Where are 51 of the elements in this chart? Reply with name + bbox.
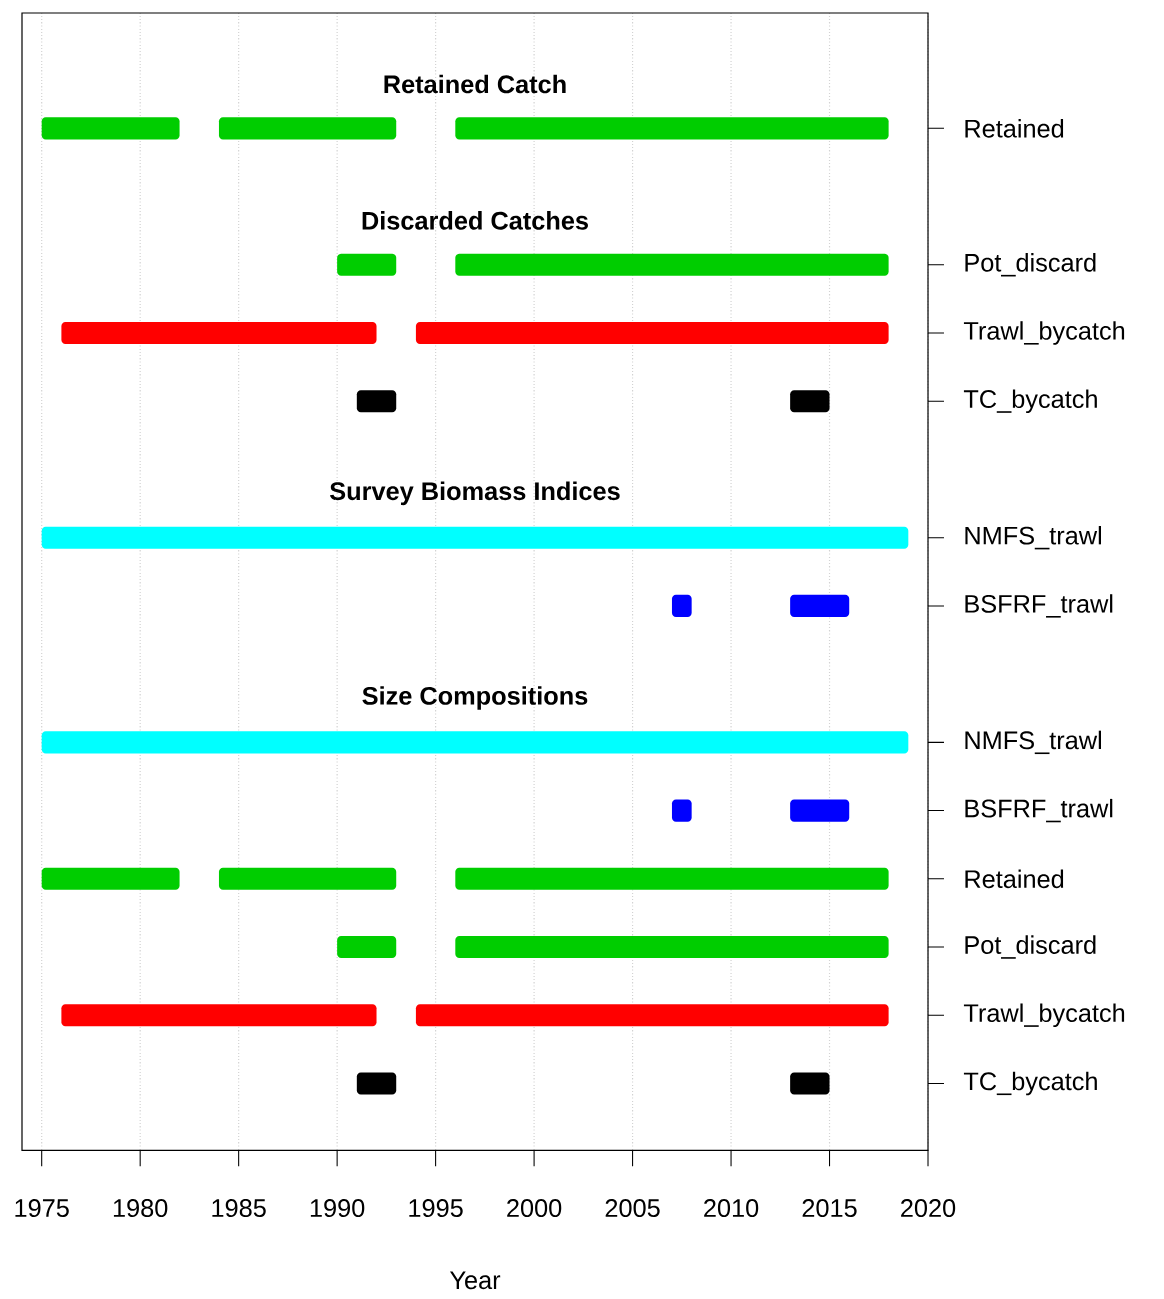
x-tick-label: 1980 xyxy=(113,1199,168,1218)
x-tick-label: 2005 xyxy=(605,1199,660,1218)
y-tick-label: Retained xyxy=(965,869,1064,889)
bar xyxy=(671,799,692,822)
x-tick-label: 1985 xyxy=(212,1199,266,1218)
annotation: Size Compositions xyxy=(362,686,588,710)
x-tick-label: 1995 xyxy=(409,1199,463,1218)
bar xyxy=(41,731,909,754)
x-tick-label: 2000 xyxy=(507,1199,562,1218)
bar xyxy=(337,253,397,276)
y-tick-label: TC_bycatch xyxy=(963,389,1097,414)
bar xyxy=(790,799,850,822)
x-tick-label: 2010 xyxy=(704,1199,759,1218)
bar xyxy=(356,390,397,413)
bar xyxy=(41,867,180,890)
annotation: Retained Catch xyxy=(384,74,566,94)
bar xyxy=(356,1072,397,1095)
y-tick-label: Trawl_bycatch xyxy=(963,1003,1125,1028)
y-tick-label: Pot_discard xyxy=(965,935,1096,959)
x-tick-label: 2020 xyxy=(901,1199,956,1218)
bar xyxy=(455,117,889,140)
bar xyxy=(218,117,397,140)
bar xyxy=(790,390,830,413)
annotation: Survey Biomass Indices xyxy=(330,481,620,506)
bar xyxy=(455,935,889,959)
bar xyxy=(61,1004,377,1027)
y-tick-label: BSFRF_trawl xyxy=(965,798,1113,823)
y-tick-label: Trawl_bycatch xyxy=(963,321,1125,345)
bar xyxy=(671,594,692,617)
bar xyxy=(790,594,850,617)
bar xyxy=(41,117,180,140)
bar xyxy=(415,1004,889,1027)
bar xyxy=(218,867,397,890)
y-tick-label: Pot_discard xyxy=(965,253,1096,277)
bar xyxy=(455,253,889,276)
y-tick-label: TC_bycatch xyxy=(963,1071,1097,1096)
bar xyxy=(790,1072,830,1095)
x-tick-label: 1990 xyxy=(310,1199,365,1218)
y-tick-label: NMFS_trawl xyxy=(965,730,1101,755)
y-tick-label: BSFRF_trawl xyxy=(965,594,1113,618)
annotation: Discarded Catches xyxy=(362,211,588,230)
bar xyxy=(61,321,377,345)
bar xyxy=(41,526,909,549)
x-tick-label: 1975 xyxy=(15,1199,69,1218)
x-axis-title: Year xyxy=(449,1271,501,1290)
bar xyxy=(415,321,889,345)
bar xyxy=(455,867,889,890)
y-tick-label: Retained xyxy=(965,119,1064,138)
x-tick-label: 2015 xyxy=(802,1199,857,1218)
y-tick-label: NMFS_trawl xyxy=(965,525,1101,550)
bar xyxy=(337,935,397,959)
